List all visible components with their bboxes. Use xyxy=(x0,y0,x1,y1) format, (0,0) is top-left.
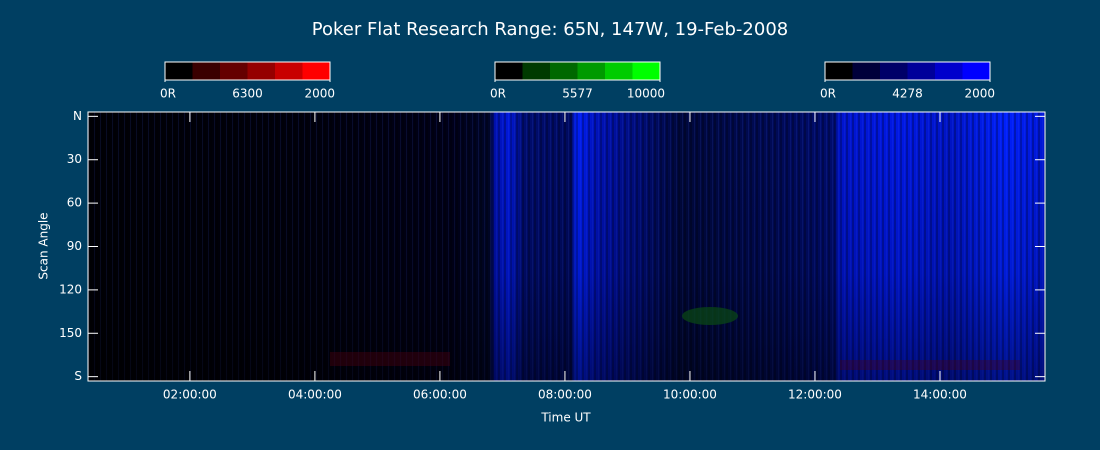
x-axis-label: Time UT xyxy=(540,411,591,425)
colorbar-segment xyxy=(550,62,578,80)
colorbar-frame xyxy=(494,61,661,81)
x-tick-label: 04:00:00 xyxy=(288,388,342,402)
colorbar-name: 5577 xyxy=(562,87,593,101)
colorbar-segment xyxy=(302,62,331,80)
colorbar-segment xyxy=(220,62,248,80)
red-patch xyxy=(840,360,1020,370)
colorbar-segment xyxy=(165,62,193,80)
x-tick-label: 14:00:00 xyxy=(913,388,967,402)
colorbar-segment xyxy=(907,62,936,80)
chart-title: Poker Flat Research Range: 65N, 147W, 19… xyxy=(312,19,788,40)
green-patch xyxy=(682,307,738,325)
y-tick-label: 60 xyxy=(67,196,82,210)
colorbar-frame xyxy=(164,61,331,81)
y-tick-label: 90 xyxy=(67,239,82,253)
y-tick-label: S xyxy=(74,369,82,383)
colorbar-segment xyxy=(962,62,991,80)
x-tick-label: 12:00:00 xyxy=(788,388,842,402)
image-shade xyxy=(88,112,1045,381)
x-tick-label: 08:00:00 xyxy=(538,388,592,402)
colorbar-segment xyxy=(605,62,633,80)
colorbar-segment xyxy=(880,62,908,80)
x-tick-label: 06:00:00 xyxy=(413,388,467,402)
red-patch xyxy=(330,352,450,366)
colorbar-segment xyxy=(247,62,276,80)
y-tick-label: 30 xyxy=(67,152,82,166)
y-axis-label: Scan Angle xyxy=(37,212,51,279)
colorbar-name: 4278 xyxy=(892,87,923,101)
colorbar-segment xyxy=(275,62,303,80)
colorbar-segment xyxy=(522,62,551,80)
colorbar-segment xyxy=(577,62,606,80)
colorbar-min-label: 0R xyxy=(160,87,176,101)
colorbar-max-label: 2000 xyxy=(304,87,335,101)
y-tick-label: 150 xyxy=(59,326,82,340)
colorbar-min-label: 0R xyxy=(490,87,506,101)
colorbar-min-label: 0R xyxy=(820,87,836,101)
colorbar-segment xyxy=(825,62,853,80)
colorbar-name: 6300 xyxy=(232,87,263,101)
colorbar-frame xyxy=(824,61,991,81)
colorbar-segment xyxy=(852,62,881,80)
colorbar-segment xyxy=(632,62,661,80)
colorbar-segment xyxy=(192,62,221,80)
keogram-image xyxy=(87,111,1046,382)
colorbar-segment xyxy=(495,62,523,80)
colorbar-max-label: 2000 xyxy=(964,87,995,101)
x-tick-label: 02:00:00 xyxy=(163,388,217,402)
x-tick-label: 10:00:00 xyxy=(663,388,717,402)
colorbar-max-label: 10000 xyxy=(627,87,665,101)
y-tick-label: 120 xyxy=(59,282,82,296)
y-tick-label: N xyxy=(73,109,82,123)
colorbar-segment xyxy=(935,62,963,80)
